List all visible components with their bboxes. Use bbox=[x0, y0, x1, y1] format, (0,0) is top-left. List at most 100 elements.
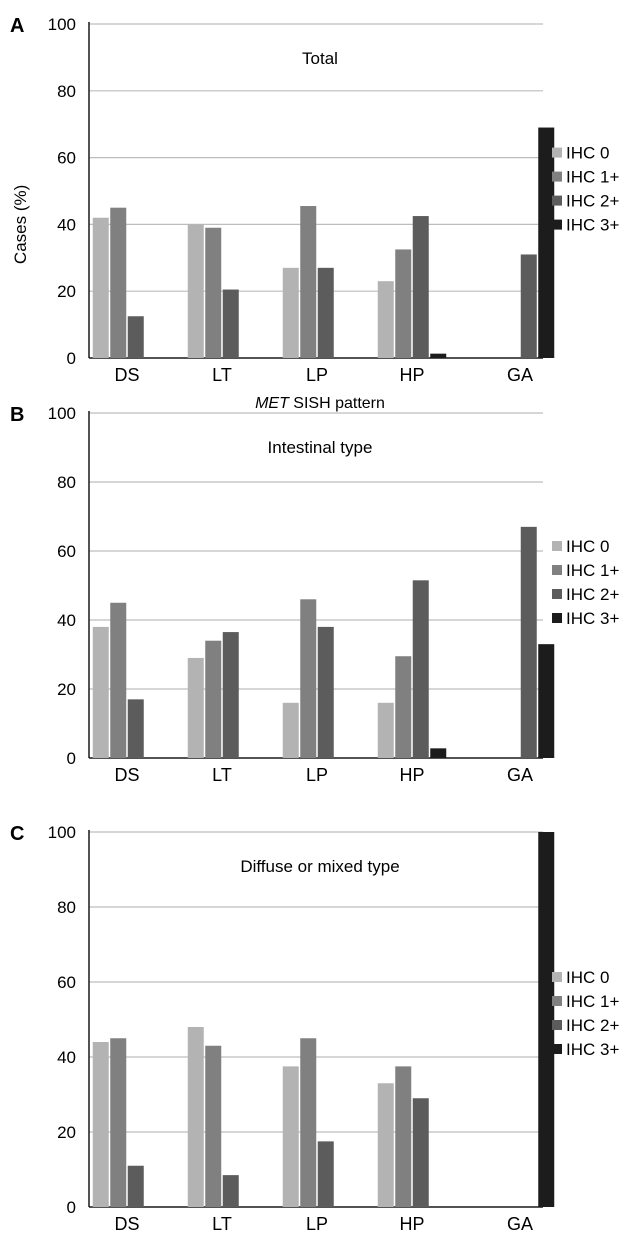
legend-swatch bbox=[552, 589, 562, 599]
legend-swatch bbox=[552, 996, 562, 1006]
panel-title: Diffuse or mixed type bbox=[240, 857, 399, 876]
legend-swatch bbox=[552, 219, 562, 230]
y-tick-label: 0 bbox=[67, 749, 76, 768]
y-tick-label: 20 bbox=[57, 1123, 76, 1142]
x-tick-label: DS bbox=[114, 365, 139, 385]
panel-letter: A bbox=[10, 15, 24, 37]
bar bbox=[317, 1141, 334, 1207]
bar bbox=[127, 699, 144, 758]
bar bbox=[110, 602, 127, 758]
bar bbox=[282, 267, 299, 358]
legend-label: IHC 1+ bbox=[566, 168, 619, 187]
legend-swatch bbox=[552, 195, 562, 206]
y-tick-label: 100 bbox=[48, 15, 76, 34]
x-tick-label: DS bbox=[114, 765, 139, 785]
x-tick-label: HP bbox=[399, 1214, 424, 1234]
y-tick-label: 0 bbox=[67, 349, 76, 368]
legend-swatch bbox=[552, 972, 562, 982]
bar bbox=[222, 1175, 239, 1207]
bar bbox=[395, 249, 412, 358]
bar bbox=[127, 316, 144, 358]
bar bbox=[430, 748, 447, 758]
y-tick-label: 60 bbox=[57, 973, 76, 992]
y-tick-label: 0 bbox=[67, 1198, 76, 1217]
bar bbox=[538, 832, 555, 1207]
bar bbox=[300, 599, 317, 758]
bar bbox=[187, 657, 204, 758]
bar bbox=[92, 626, 109, 758]
legend-label: IHC 1+ bbox=[566, 561, 619, 580]
bar bbox=[412, 216, 429, 358]
legend-swatch bbox=[552, 1020, 562, 1030]
bar bbox=[205, 227, 222, 358]
x-tick-label: LP bbox=[306, 1214, 328, 1234]
legend-label: IHC 2+ bbox=[566, 1016, 619, 1035]
panel-letter: B bbox=[10, 404, 24, 426]
legend-label: IHC 3+ bbox=[566, 609, 619, 628]
y-axis-title: Cases (%) bbox=[11, 185, 30, 264]
x-tick-label: GA bbox=[507, 365, 533, 385]
y-tick-label: 40 bbox=[57, 1048, 76, 1067]
y-tick-label: 20 bbox=[57, 282, 76, 301]
y-tick-label: 40 bbox=[57, 215, 76, 234]
bar bbox=[412, 1098, 429, 1207]
x-tick-label: LP bbox=[306, 365, 328, 385]
legend-swatch bbox=[552, 613, 562, 623]
legend-label: IHC 0 bbox=[566, 144, 609, 163]
y-tick-label: 80 bbox=[57, 473, 76, 492]
bar bbox=[395, 656, 412, 758]
x-axis-title: MET SISH pattern bbox=[255, 395, 385, 412]
bar bbox=[300, 206, 317, 358]
bar bbox=[538, 127, 555, 358]
bar bbox=[538, 644, 555, 758]
x-tick-label: LT bbox=[212, 365, 232, 385]
bar bbox=[187, 1027, 204, 1207]
x-tick-label: GA bbox=[507, 765, 533, 785]
bar bbox=[127, 1165, 144, 1207]
bar bbox=[92, 1042, 109, 1207]
legend-label: IHC 0 bbox=[566, 968, 609, 987]
bar bbox=[92, 217, 109, 358]
legend-swatch bbox=[552, 565, 562, 575]
bar bbox=[377, 1083, 394, 1207]
panel-title: Total bbox=[302, 49, 338, 68]
bar bbox=[205, 1045, 222, 1207]
bar bbox=[205, 640, 222, 758]
bar bbox=[222, 289, 239, 358]
bar bbox=[300, 1038, 317, 1207]
x-tick-label: LT bbox=[212, 765, 232, 785]
bar bbox=[282, 1066, 299, 1207]
y-tick-label: 100 bbox=[48, 823, 76, 842]
x-axis-title-rest: SISH pattern bbox=[289, 395, 385, 412]
legend-swatch bbox=[552, 1044, 562, 1054]
legend-label: IHC 3+ bbox=[566, 1040, 619, 1059]
bar bbox=[317, 626, 334, 758]
x-tick-label: LT bbox=[212, 1214, 232, 1234]
legend-label: IHC 1+ bbox=[566, 992, 619, 1011]
bar bbox=[377, 702, 394, 758]
bar bbox=[430, 353, 447, 358]
legend-label: IHC 2+ bbox=[566, 192, 619, 211]
panel-title: Intestinal type bbox=[268, 438, 373, 457]
x-tick-label: LP bbox=[306, 765, 328, 785]
bar bbox=[520, 254, 537, 358]
bar bbox=[187, 224, 204, 358]
y-tick-label: 60 bbox=[57, 542, 76, 561]
legend-swatch bbox=[552, 171, 562, 182]
x-tick-label: DS bbox=[114, 1214, 139, 1234]
y-tick-label: 100 bbox=[48, 404, 76, 423]
bar bbox=[412, 580, 429, 758]
bar bbox=[520, 526, 537, 758]
bar bbox=[377, 281, 394, 358]
bar bbox=[110, 1038, 127, 1207]
bar bbox=[110, 207, 127, 358]
legend-swatch bbox=[552, 541, 562, 551]
legend-swatch bbox=[552, 147, 562, 158]
y-tick-label: 40 bbox=[57, 611, 76, 630]
bar bbox=[317, 267, 334, 358]
x-tick-label: HP bbox=[399, 765, 424, 785]
x-tick-label: HP bbox=[399, 365, 424, 385]
y-tick-label: 80 bbox=[57, 82, 76, 101]
legend-label: IHC 3+ bbox=[566, 216, 619, 235]
